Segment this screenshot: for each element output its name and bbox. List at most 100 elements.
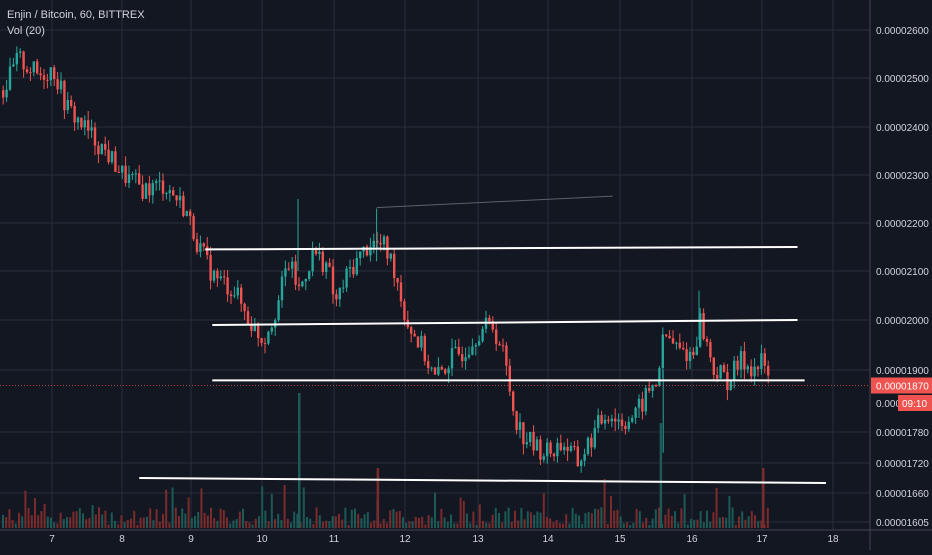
volume-bar [568,523,571,528]
candle-body [195,239,199,252]
volume-bar [398,510,401,528]
volume-spike [659,423,663,528]
candle-body [311,247,314,272]
candle-body [576,446,579,467]
x-tick-label: 9 [188,534,194,545]
volume-bar [686,524,689,528]
candle-body [481,328,484,342]
candle-body [386,236,389,259]
candle-body [532,431,535,451]
candle-body [131,174,134,176]
candle-body [416,336,420,348]
candle-body [464,357,467,362]
volume-bar [168,522,171,528]
candle-body [719,365,722,379]
volume-bar [216,520,219,528]
candle-body [87,120,90,131]
candle-body [393,253,396,279]
volume-bar [546,517,548,528]
candle-body [240,287,243,304]
candle-body [369,247,372,256]
candle-body [325,262,328,272]
volume-bar [430,517,433,528]
candle-body [301,281,304,287]
volume-bar [296,514,299,528]
x-tick-label: 16 [686,534,698,545]
candle-body [566,446,569,451]
volume-bar [27,507,30,528]
candle-body [104,143,107,150]
candle-body [396,278,399,283]
volume-bar [165,489,168,528]
volume-bar [187,497,190,528]
candle-body [338,287,341,300]
candle-body [15,52,18,65]
y-tick-label: 0.00001780 [876,428,929,439]
volume-bar [190,517,193,528]
volume-bar [709,521,712,528]
candle-body [763,353,766,366]
candle-body [372,240,375,248]
candle-body [314,247,318,254]
volume-bar [475,524,478,528]
candle-body [46,79,49,81]
candle-body [668,335,671,339]
candle-body [556,442,559,457]
candle-body [22,51,25,70]
candle-body [189,211,192,217]
volume-bar [306,517,308,528]
candle-body [682,347,685,350]
volume-bar [738,516,740,528]
candle-body [121,165,124,173]
candle-body [491,321,494,330]
y-tick-label: 0.00002200 [876,219,929,230]
volume-bar [171,487,174,528]
volume-bar [750,511,753,528]
candle-body [573,446,576,448]
volume-bar [322,522,324,528]
volume-bar [293,511,296,528]
candle-body [141,184,144,199]
volume-bar [126,519,129,528]
volume-bar [760,520,763,528]
volume-bar [549,518,552,528]
volume-bar [341,519,344,528]
volume-bar [184,513,187,528]
candle-body [287,268,290,270]
candle-body [559,442,562,451]
volume-bar [264,510,267,528]
support-resistance-line [205,246,798,251]
support-resistance-line [139,477,826,484]
volume-bar [88,517,91,528]
volume-bar [120,515,123,528]
volume-bar [744,519,747,528]
candle-body [117,171,120,173]
volume-bar [46,516,49,528]
y-tick-label: 0.00002600 [876,26,929,37]
volume-bar [152,520,155,528]
volume-bar [443,517,446,528]
candle-body [263,342,267,344]
candle-body [624,425,627,430]
volume-bar [693,519,696,528]
volume-bar [402,517,404,528]
volume-bar [642,522,644,528]
volume-bar [654,509,657,528]
candle-body [529,431,532,443]
volume-bar [91,505,94,528]
volume-bar [98,507,100,528]
volume-bar [133,510,136,528]
volume-bar [219,508,222,528]
volume-bar [494,507,497,528]
volume-bar [251,524,254,528]
candle-body [233,295,236,297]
volume-bar [408,520,411,528]
volume-bar [235,519,238,528]
candle-body [270,327,273,332]
volume-bar [245,520,248,528]
volume-bar [488,523,491,528]
y-tick-label: 0.00002300 [876,171,929,182]
volume-bar [331,516,334,528]
